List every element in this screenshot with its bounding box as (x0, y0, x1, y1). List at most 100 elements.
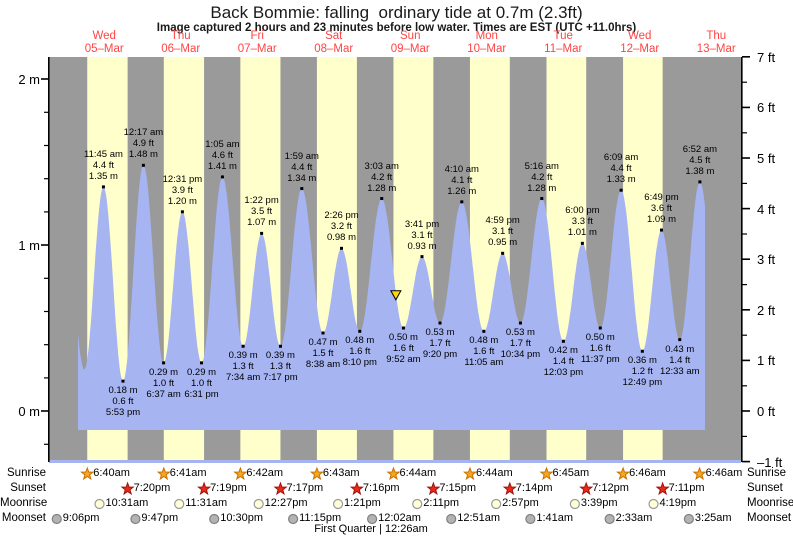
sunrise-icon (80, 466, 95, 481)
left-axis-major-tick (41, 410, 49, 412)
tide-point-dot (241, 344, 245, 348)
tide-point-dot (321, 331, 325, 335)
tide-point-dot (518, 321, 522, 325)
right-axis-major-tick (742, 157, 750, 159)
sunset-icon (502, 481, 517, 496)
sunrise-icon (692, 466, 707, 481)
left-axis-minor-tick (44, 377, 49, 379)
moonrise-icon (569, 498, 580, 510)
sunrise-icon (309, 466, 324, 481)
right-axis-major-tick (742, 106, 750, 109)
moonset-icon (446, 513, 457, 525)
tide-area-series (78, 165, 705, 431)
right-axis-major-tick (742, 258, 750, 261)
right-axis-minor-tick (742, 385, 747, 387)
moonrise-icon (174, 498, 185, 510)
right-axis-major-tick (742, 359, 750, 362)
tide-point-dot (420, 255, 424, 259)
tide-point-dot (101, 185, 105, 189)
left-axis-major-tick (41, 244, 49, 246)
tide-point-dot (278, 344, 282, 348)
sunset-icon (655, 481, 670, 496)
tide-point-dot (482, 329, 486, 333)
left-axis-minor-tick (44, 111, 49, 113)
tide-point-dot (580, 241, 584, 245)
sunset-icon (349, 481, 364, 496)
sunset-icon (197, 481, 212, 496)
tide-point-dot (220, 175, 224, 179)
tide-point-dot (380, 197, 384, 201)
tide-point-dot (260, 231, 264, 235)
sunrise-icon (233, 466, 248, 481)
moonrise-icon (332, 498, 344, 510)
right-axis-line (741, 57, 743, 462)
tide-point-dot (501, 251, 505, 255)
moonset-icon (367, 513, 378, 525)
tide-point-dot (619, 188, 623, 192)
moonset-icon (683, 513, 694, 525)
moonrise-icon (648, 498, 659, 510)
moonrise-icon (491, 498, 502, 510)
tide-point-dot (460, 200, 464, 204)
left-axis-minor-tick (44, 344, 49, 346)
tide-point-dot (300, 187, 304, 191)
chart-baseline-strip (49, 460, 741, 463)
left-axis-minor-tick (44, 443, 49, 445)
tide-point-dot (141, 163, 145, 167)
right-axis-major-tick (742, 207, 750, 210)
sunset-icon (273, 481, 288, 496)
moonset-icon (604, 513, 615, 525)
chart-subtitle: Image captured 2 hours and 23 minutes be… (156, 22, 637, 34)
current-tide-marker-icon (390, 290, 402, 301)
sunset-icon (579, 481, 594, 496)
right-axis-minor-tick (742, 233, 747, 235)
moonrise-icon (412, 498, 423, 510)
left-axis-minor-tick (44, 178, 49, 180)
right-axis-minor-tick (742, 435, 747, 437)
tide-point-dot (358, 329, 362, 333)
tide-point-dot (200, 361, 204, 365)
moonset-icon (209, 513, 220, 525)
tide-point-dot (340, 246, 344, 250)
right-axis-major-tick (742, 309, 750, 311)
tide-point-dot (659, 228, 663, 232)
sunrise-icon (539, 466, 554, 481)
left-axis-major-tick (41, 78, 49, 80)
tide-point-dot (401, 326, 405, 330)
left-axis-minor-tick (44, 277, 49, 279)
right-axis-minor-tick (742, 334, 747, 336)
left-axis-minor-tick (44, 310, 49, 313)
page-title: Back Bommie: falling ordinary tide at 0.… (210, 3, 583, 22)
moonrise-icon (94, 498, 105, 510)
right-axis-major-tick (742, 410, 750, 412)
sunrise-icon (462, 466, 478, 481)
tide-point-dot (121, 379, 125, 383)
left-axis-minor-tick (44, 144, 49, 147)
moonset-icon (525, 513, 536, 525)
tide-point-dot (180, 210, 184, 214)
moonset-icon (288, 513, 299, 525)
right-axis-major-tick (742, 56, 750, 58)
right-axis-minor-tick (742, 81, 747, 83)
right-axis-major-tick (742, 460, 750, 463)
right-axis-minor-tick (742, 182, 747, 185)
tide-point-dot (678, 338, 682, 342)
tide-point-dot (598, 326, 602, 330)
sunset-icon (120, 481, 135, 496)
moonset-icon (130, 513, 141, 525)
right-axis-minor-tick (742, 284, 747, 286)
tide-point-dot (162, 361, 166, 365)
tide-point-dot (698, 180, 702, 184)
moonrise-icon (253, 498, 264, 510)
left-axis-minor-tick (44, 211, 49, 213)
sunrise-icon (616, 466, 631, 481)
sunset-icon (426, 481, 441, 496)
right-axis-minor-tick (742, 132, 747, 134)
tide-point-dot (640, 349, 644, 353)
left-axis-line (48, 57, 50, 462)
sunrise-icon (156, 466, 171, 481)
moon-phase-note: First Quarter | 12:26am (314, 523, 428, 535)
tide-point-dot (438, 321, 442, 325)
